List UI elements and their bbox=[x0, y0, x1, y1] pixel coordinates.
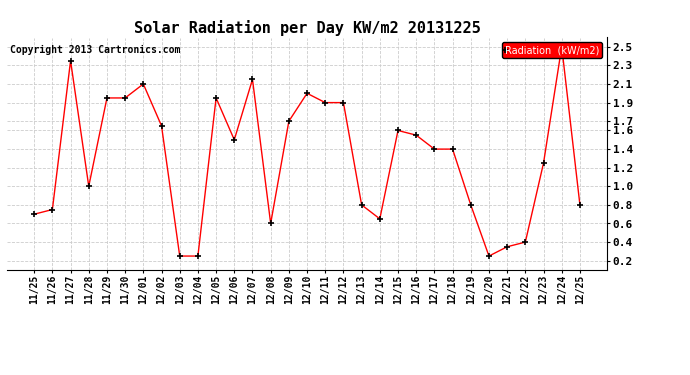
Radiation  (kW/m2) bbox=[412, 133, 420, 137]
Radiation  (kW/m2) bbox=[375, 217, 384, 221]
Radiation  (kW/m2) bbox=[394, 128, 402, 133]
Radiation  (kW/m2) bbox=[194, 254, 202, 258]
Line: Radiation  (kW/m2): Radiation (kW/m2) bbox=[31, 44, 583, 260]
Radiation  (kW/m2) bbox=[558, 45, 566, 49]
Radiation  (kW/m2) bbox=[139, 82, 148, 86]
Radiation  (kW/m2) bbox=[212, 96, 220, 100]
Radiation  (kW/m2) bbox=[448, 147, 457, 152]
Radiation  (kW/m2) bbox=[339, 100, 348, 105]
Radiation  (kW/m2) bbox=[48, 207, 57, 212]
Radiation  (kW/m2) bbox=[431, 147, 439, 152]
Title: Solar Radiation per Day KW/m2 20131225: Solar Radiation per Day KW/m2 20131225 bbox=[134, 20, 480, 36]
Radiation  (kW/m2) bbox=[540, 161, 548, 165]
Radiation  (kW/m2) bbox=[103, 96, 111, 100]
Radiation  (kW/m2) bbox=[66, 58, 75, 63]
Radiation  (kW/m2) bbox=[30, 212, 39, 216]
Radiation  (kW/m2) bbox=[285, 119, 293, 123]
Radiation  (kW/m2) bbox=[157, 124, 166, 128]
Radiation  (kW/m2) bbox=[248, 77, 257, 82]
Radiation  (kW/m2) bbox=[230, 138, 239, 142]
Radiation  (kW/m2) bbox=[521, 240, 529, 244]
Radiation  (kW/m2) bbox=[175, 254, 184, 258]
Text: Copyright 2013 Cartronics.com: Copyright 2013 Cartronics.com bbox=[10, 45, 180, 54]
Radiation  (kW/m2) bbox=[485, 254, 493, 258]
Radiation  (kW/m2) bbox=[575, 202, 584, 207]
Radiation  (kW/m2) bbox=[303, 91, 311, 96]
Radiation  (kW/m2) bbox=[357, 202, 366, 207]
Radiation  (kW/m2) bbox=[266, 221, 275, 226]
Radiation  (kW/m2) bbox=[503, 244, 511, 249]
Radiation  (kW/m2) bbox=[321, 100, 329, 105]
Radiation  (kW/m2) bbox=[466, 202, 475, 207]
Radiation  (kW/m2) bbox=[121, 96, 129, 100]
Legend: Radiation  (kW/m2): Radiation (kW/m2) bbox=[502, 42, 602, 58]
Radiation  (kW/m2) bbox=[85, 184, 93, 189]
